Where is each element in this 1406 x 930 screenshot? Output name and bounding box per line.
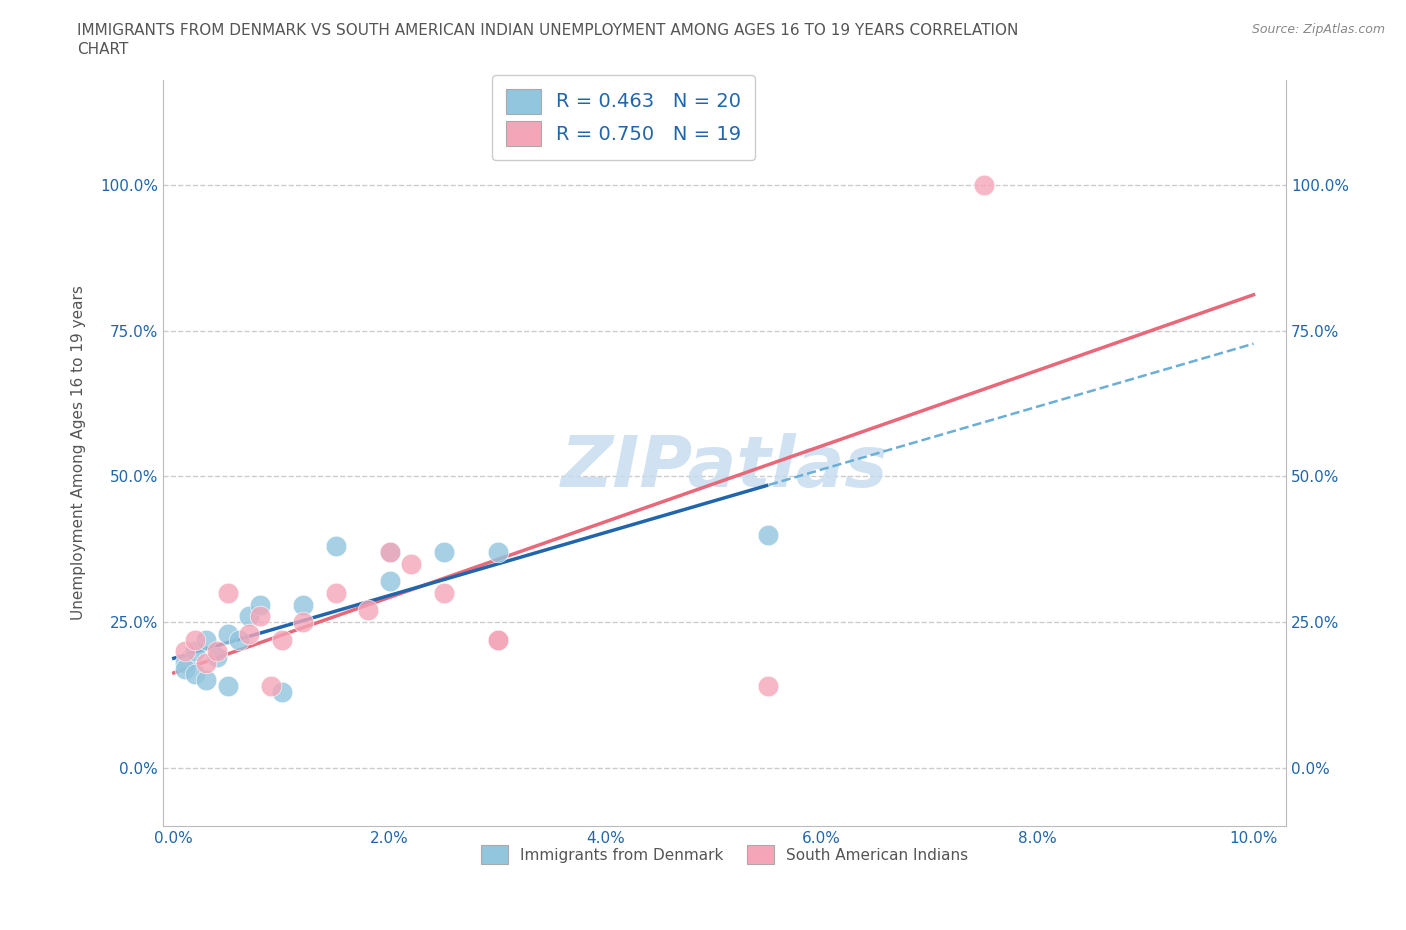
Point [249,597,271,612]
Point [433,586,456,601]
Point [433,545,456,560]
Point [217,679,239,694]
Point [756,679,779,694]
Point [228,632,250,647]
Point [325,586,347,601]
Text: Source: ZipAtlas.com: Source: ZipAtlas.com [1251,23,1385,36]
Point [486,632,509,647]
Point [184,632,207,647]
Point [173,661,195,676]
Point [195,673,218,688]
Point [401,556,423,571]
Point [173,656,195,671]
Point [378,545,401,560]
Point [756,527,779,542]
Point [260,679,283,694]
Text: CHART: CHART [77,42,129,57]
Point [486,545,509,560]
Point [325,538,347,553]
Legend: Immigrants from Denmark, South American Indians: Immigrants from Denmark, South American … [474,839,974,870]
Point [292,597,315,612]
Y-axis label: Unemployment Among Ages 16 to 19 years: Unemployment Among Ages 16 to 19 years [72,286,86,620]
Point [217,586,239,601]
Point [292,615,315,630]
Text: IMMIGRANTS FROM DENMARK VS SOUTH AMERICAN INDIAN UNEMPLOYMENT AMONG AGES 16 TO 1: IMMIGRANTS FROM DENMARK VS SOUTH AMERICA… [77,23,1019,38]
Point [238,626,260,641]
Point [195,632,218,647]
Point [205,644,228,658]
Point [238,609,260,624]
Text: ZIPatlas: ZIPatlas [561,433,889,502]
Point [270,684,292,699]
Point [357,603,380,618]
Point [184,667,207,682]
Point [173,644,195,658]
Point [217,626,239,641]
Point [205,649,228,664]
Point [378,574,401,589]
Point [184,644,207,658]
Point [249,609,271,624]
Point [973,178,995,193]
Point [378,545,401,560]
Point [195,656,218,671]
Point [270,632,292,647]
Point [486,632,509,647]
